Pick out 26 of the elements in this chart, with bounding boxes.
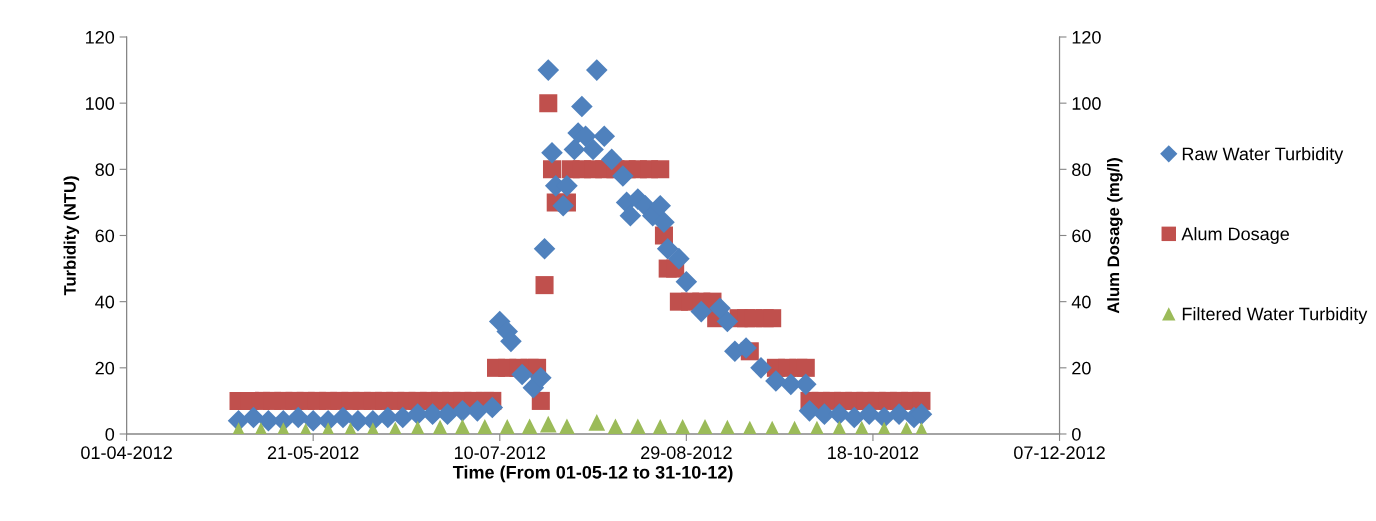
x-tick-label: 21-05-2012 — [267, 446, 359, 460]
y2-tick-label: 40 — [1071, 295, 1091, 309]
y-tick-label: 80 — [95, 163, 115, 177]
x-tick-label: 01-04-2012 — [81, 446, 172, 460]
y-tick-label: 0 — [105, 427, 115, 441]
legend-label: Raw Water Turbidity — [1182, 147, 1344, 164]
y-tick-label: 100 — [86, 97, 115, 110]
y2-axis-title: Alum Dosage (mg/l) — [1107, 158, 1123, 314]
y-tick-label: 120 — [86, 30, 115, 44]
y-axis-title: Turbidity (NTU) — [63, 176, 80, 296]
x-axis-title: Time (From 01-05-12 to 31-10-12) — [452, 465, 733, 483]
y2-tick-label: 20 — [1072, 361, 1091, 375]
x-tick-label: 07-12-2012 — [1014, 446, 1105, 460]
y2-tick-label: 100 — [1072, 97, 1101, 110]
y2-tick-label: 80 — [1072, 163, 1091, 177]
x-tick-label: 10-07-2012 — [454, 446, 546, 460]
legend-label: Filtered Water Turbidity — [1182, 307, 1368, 324]
y2-tick-label: 120 — [1072, 30, 1101, 44]
x-tick-label: 18-10-2012 — [828, 446, 919, 460]
y-tick-label: 40 — [95, 295, 115, 309]
x-tick-label: 29-08-2012 — [641, 446, 732, 460]
y-tick-label: 60 — [95, 229, 115, 243]
y-tick-label: 20 — [95, 361, 115, 375]
y2-tick-label: 0 — [1072, 427, 1081, 441]
legend-label: Alum Dosage — [1181, 227, 1289, 244]
y2-tick-label: 60 — [1072, 229, 1091, 243]
